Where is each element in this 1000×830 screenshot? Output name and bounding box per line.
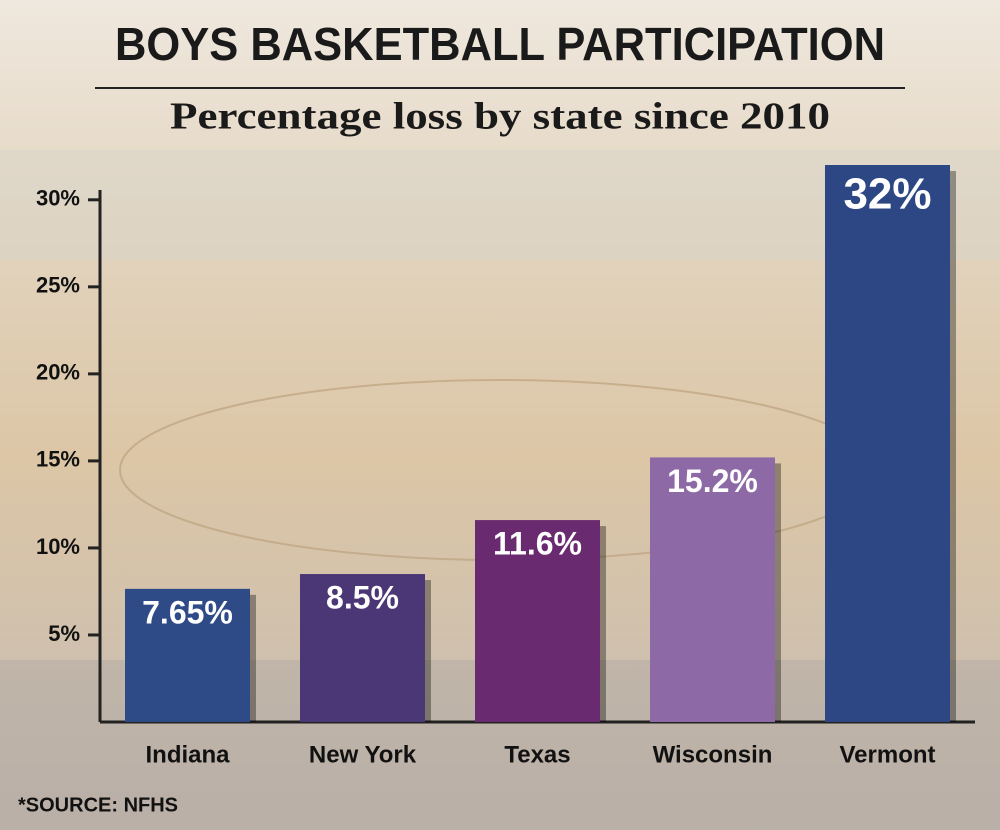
value-label: 32%	[843, 170, 931, 219]
bar	[125, 588, 250, 722]
value-label: 15.2%	[667, 463, 758, 499]
y-tick-label: 30%	[36, 186, 80, 211]
value-label: 11.6%	[493, 526, 582, 562]
value-label: 8.5%	[326, 580, 399, 616]
source-note: *SOURCE: NFHS	[18, 794, 178, 816]
chart-subtitle: Percentage loss by state since 2010	[170, 96, 830, 138]
y-tick-label: 5%	[48, 621, 80, 646]
chart-title: BOYS BASKETBALL PARTICIPATION	[115, 18, 885, 70]
x-tick-label: Texas	[504, 741, 570, 768]
x-tick-label: Vermont	[839, 741, 935, 768]
bar	[650, 457, 775, 722]
x-tick-label: New York	[309, 741, 417, 768]
y-tick-label: 15%	[36, 447, 80, 472]
y-tick-label: 25%	[36, 273, 80, 298]
x-tick-label: Wisconsin	[653, 741, 773, 768]
bar	[825, 165, 950, 722]
x-tick-label: Indiana	[145, 741, 230, 768]
value-label: 7.65%	[142, 594, 233, 630]
y-tick-label: 20%	[36, 360, 80, 385]
bar	[475, 520, 600, 722]
y-tick-label: 10%	[36, 534, 80, 559]
bar	[300, 574, 425, 722]
